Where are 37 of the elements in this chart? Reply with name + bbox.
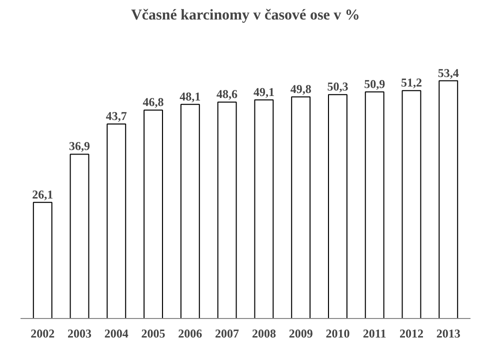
- data-label: 43,7: [106, 108, 127, 123]
- bar: [254, 99, 274, 318]
- x-tick-label: 2009: [288, 326, 313, 340]
- x-tick-label: 2003: [68, 326, 92, 340]
- data-label: 46,8: [142, 95, 164, 110]
- bar: [291, 96, 311, 318]
- x-tick-label: 2011: [362, 326, 386, 340]
- chart-title: Včasné karcinomy v časové ose v %: [131, 8, 360, 24]
- x-tick-label: 2005: [141, 326, 166, 340]
- bar: [438, 80, 458, 318]
- data-label: 49,1: [253, 84, 274, 99]
- data-label: 50,3: [327, 80, 348, 94]
- bar: [180, 104, 200, 318]
- x-tick-label: 2013: [436, 326, 460, 340]
- data-label: 51,2: [400, 76, 422, 90]
- bar: [70, 154, 90, 318]
- data-label: 48,6: [216, 87, 238, 102]
- data-label: 48,1: [180, 89, 201, 104]
- x-tick-label: 2010: [326, 326, 350, 340]
- data-label: 49,8: [290, 82, 312, 96]
- x-tick-label: 2008: [252, 326, 276, 340]
- bar: [32, 202, 52, 318]
- x-tick-label: 2006: [178, 326, 202, 340]
- x-tick-label: 2007: [215, 326, 240, 340]
- x-tick-label: 2012: [399, 326, 424, 340]
- x-tick-label: 2004: [104, 326, 128, 340]
- bar: [328, 94, 348, 318]
- bar: [106, 123, 126, 318]
- bar: [144, 110, 164, 318]
- x-tick-label: 2002: [30, 326, 55, 340]
- data-label: 26,1: [32, 187, 54, 202]
- bar: [217, 102, 237, 318]
- data-label: 50,9: [364, 76, 386, 91]
- bar: [402, 90, 422, 318]
- data-label: 53,4: [438, 66, 459, 80]
- bar: [364, 91, 384, 318]
- data-label: 36,9: [69, 139, 90, 154]
